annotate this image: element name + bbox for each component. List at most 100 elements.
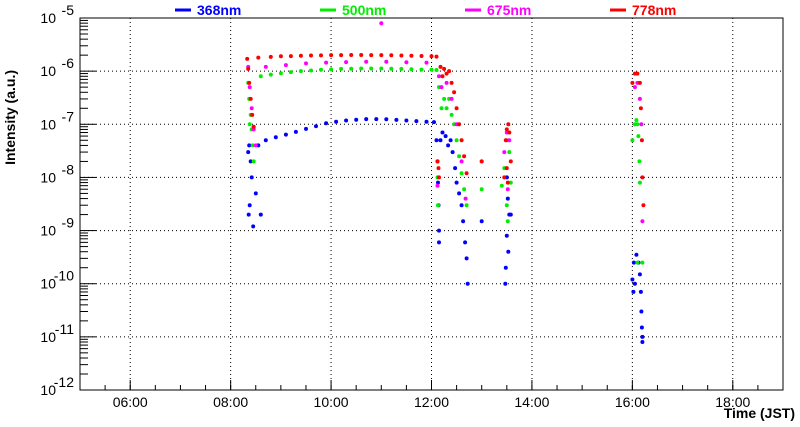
data-point <box>359 66 364 71</box>
data-point <box>419 67 424 72</box>
y-tick-label: 10 <box>40 169 56 185</box>
legend: 368nm 500nm 675nm 778nm <box>175 2 676 18</box>
series-368nm <box>246 117 645 344</box>
data-point <box>506 249 511 254</box>
data-point <box>304 61 308 66</box>
data-point <box>339 53 344 58</box>
data-point <box>459 203 464 208</box>
data-point <box>314 124 318 129</box>
data-point <box>436 166 441 171</box>
data-point <box>635 260 640 265</box>
data-point <box>324 121 329 126</box>
data-point <box>246 212 251 217</box>
y-tick-exponent: -9 <box>62 215 75 231</box>
data-point <box>459 138 464 143</box>
data-point <box>437 240 441 245</box>
data-point <box>505 196 510 201</box>
data-point <box>507 138 512 143</box>
legend-label-368nm: 368nm <box>197 2 241 18</box>
x-tick-label: 12:00 <box>414 394 449 410</box>
data-point <box>454 138 459 143</box>
data-point <box>437 175 441 180</box>
data-point <box>479 219 484 224</box>
data-point <box>505 187 510 192</box>
data-point <box>349 53 354 57</box>
data-point <box>630 138 635 143</box>
data-point <box>309 53 313 58</box>
data-point <box>263 138 268 143</box>
data-point <box>304 126 308 131</box>
data-point <box>630 277 635 282</box>
data-point <box>508 212 513 217</box>
x-tick-label: 18:00 <box>715 394 750 410</box>
y-tick-exponent: -5 <box>62 2 75 18</box>
data-point <box>439 106 444 111</box>
data-point <box>319 53 323 58</box>
data-point <box>640 334 645 339</box>
data-point <box>249 175 254 180</box>
x-axis-title: Time (JST) <box>724 405 795 421</box>
data-point <box>432 120 436 125</box>
data-point <box>505 180 510 185</box>
data-point <box>449 96 454 101</box>
data-point <box>436 180 440 185</box>
data-point <box>248 96 253 101</box>
y-axis-title: Intensity (a.u.) <box>2 70 18 165</box>
x-tick-label: 14:00 <box>514 394 549 410</box>
data-point <box>354 117 359 122</box>
data-point <box>246 66 251 71</box>
data-point <box>329 53 334 58</box>
data-point <box>631 289 636 294</box>
data-point <box>434 54 439 59</box>
data-point <box>334 119 339 124</box>
data-point <box>464 256 469 261</box>
y-tick-exponent: -8 <box>62 161 75 177</box>
data-point <box>429 67 434 72</box>
data-point <box>384 117 389 122</box>
y-tick-exponent: -11 <box>55 321 74 337</box>
data-point <box>440 74 445 79</box>
data-point <box>439 85 444 90</box>
data-point <box>434 68 439 72</box>
data-point <box>437 74 441 79</box>
x-axis: 06:00 08:00 10:00 12:00 14:00 16:00 18:00 <box>79 380 784 410</box>
data-point <box>637 96 642 101</box>
data-point <box>457 154 462 159</box>
data-point <box>637 272 642 277</box>
data-point <box>640 175 645 180</box>
data-point <box>268 54 273 59</box>
data-point <box>278 71 283 76</box>
data-point <box>437 228 441 233</box>
data-point <box>635 71 640 76</box>
data-point <box>344 118 349 123</box>
data-point <box>389 66 394 71</box>
data-point <box>424 60 429 65</box>
data-point <box>438 138 443 143</box>
data-point <box>399 66 404 71</box>
data-point <box>247 143 252 148</box>
data-point <box>442 96 447 101</box>
data-point <box>632 85 637 90</box>
data-point <box>630 80 635 85</box>
data-point <box>263 64 268 69</box>
data-point <box>443 134 448 139</box>
data-point <box>253 191 258 196</box>
data-point <box>502 175 507 180</box>
data-point <box>278 54 283 59</box>
data-point <box>499 183 504 188</box>
y-tick-label: 10 <box>40 223 56 239</box>
data-point <box>454 106 459 111</box>
data-point <box>639 138 644 143</box>
data-point <box>640 340 645 344</box>
legend-label-778nm: 778nm <box>632 2 676 18</box>
y-tick-label: 10 <box>40 63 56 79</box>
data-point <box>251 159 256 164</box>
data-point <box>444 80 449 85</box>
data-point <box>404 60 409 65</box>
data-point <box>446 143 451 148</box>
x-tick-label: 16:00 <box>615 394 650 410</box>
data-point <box>638 289 643 294</box>
data-point <box>288 54 293 59</box>
data-point <box>364 59 369 64</box>
